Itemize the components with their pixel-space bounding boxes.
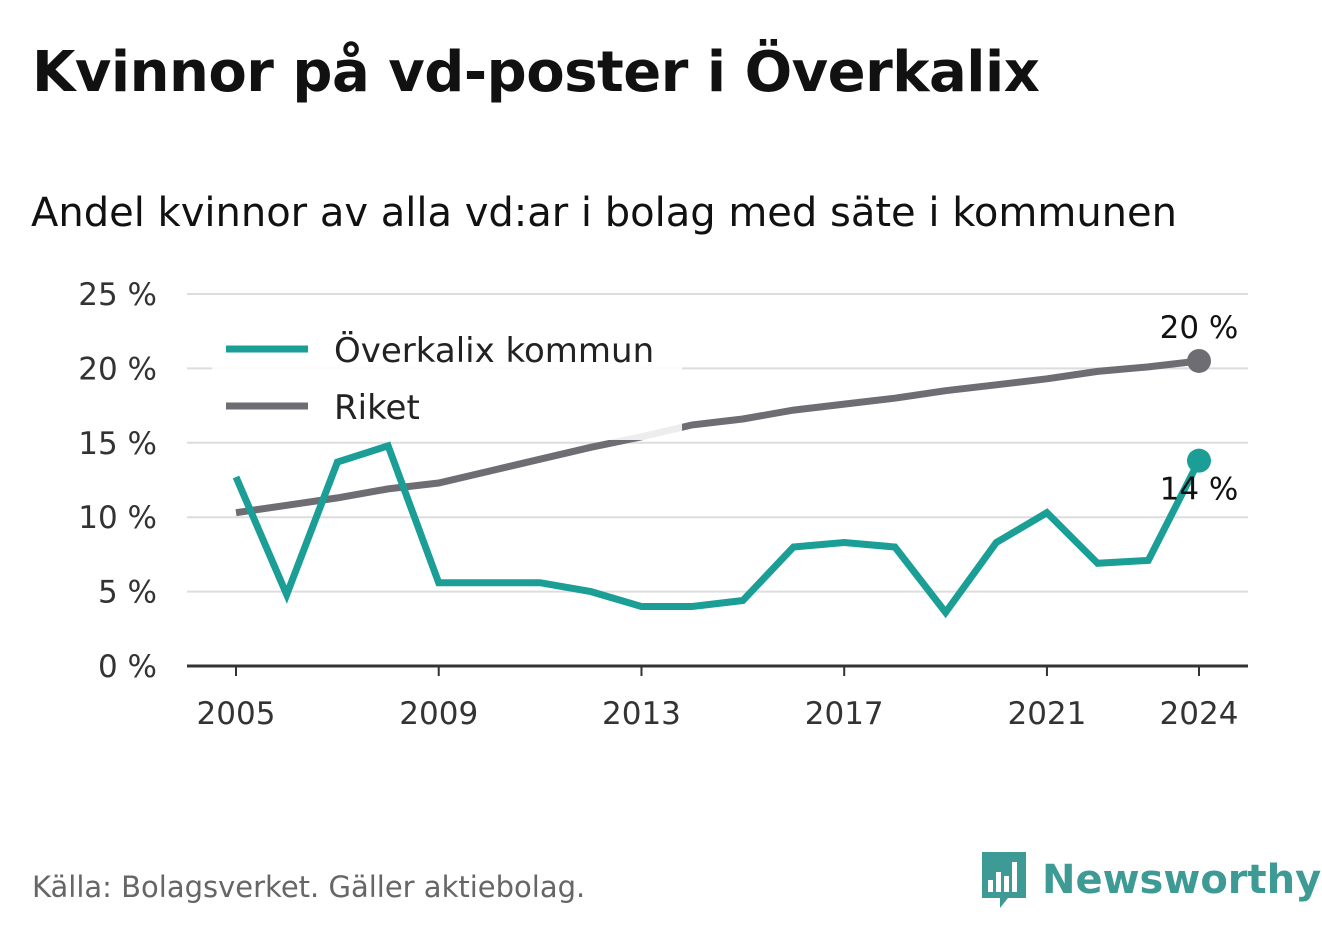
end-label-overkalix: 14 % <box>1160 472 1239 508</box>
y-tick-label: 5 % <box>98 575 157 611</box>
series-lines <box>232 357 1203 619</box>
chart-subtitle: Andel kvinnor av alla vd:ar i bolag med … <box>31 190 1177 236</box>
end-marker-overkalix <box>1187 448 1211 473</box>
end-markers: 14 % 20 % <box>1160 310 1239 508</box>
chart-title: Kvinnor på vd-poster i Överkalix <box>32 40 1040 105</box>
x-tick-label: 2005 <box>197 696 276 732</box>
legend-label-overkalix: Överkalix kommun <box>334 330 654 371</box>
source-note: Källa: Bolagsverket. Gäller aktiebolag. <box>32 870 586 904</box>
y-axis-tick-labels: 0 % 5 % 10 % 15 % 20 % 25 % <box>78 277 157 685</box>
x-tick-label: 2021 <box>1007 696 1086 732</box>
x-tick-label: 2024 <box>1160 696 1239 732</box>
y-tick-label: 15 % <box>78 426 157 462</box>
y-tick-label: 10 % <box>78 500 157 536</box>
y-tick-label: 0 % <box>98 649 157 685</box>
line-chart: 0 %5 %10 %15 %20 %25 % 2005 2009 2013 2017 2… <box>78 277 1248 732</box>
end-marker-riket <box>1187 348 1211 373</box>
x-tick-label: 2013 <box>602 696 681 732</box>
x-axis-tick-labels: 2005 2009 2013 2017 2021 2024 <box>197 666 1239 732</box>
newsworthy-chart-icon <box>982 852 1026 908</box>
series-line-riket <box>235 357 1200 517</box>
x-tick-label: 2017 <box>805 696 884 732</box>
brand-name: Newsworthy <box>1042 857 1322 903</box>
series-line-overkalix <box>232 441 1203 619</box>
legend-label-riket: Riket <box>334 388 420 428</box>
x-tick-label: 2009 <box>399 696 478 732</box>
newsworthy-logo: Newsworthy <box>980 850 1321 910</box>
legend: Överkalix kommun Riket <box>212 318 682 440</box>
y-tick-label: 25 % <box>78 277 157 313</box>
end-label-riket: 20 % <box>1160 310 1239 346</box>
y-tick-label: 20 % <box>78 351 157 387</box>
legend-background <box>212 318 682 440</box>
